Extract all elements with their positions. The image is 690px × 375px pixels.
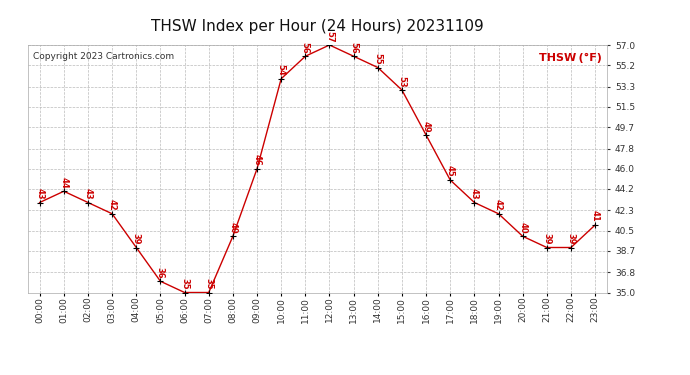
Text: 40: 40	[518, 222, 527, 234]
Text: THSW Index per Hour (24 Hours) 20231109: THSW Index per Hour (24 Hours) 20231109	[151, 19, 484, 34]
Text: Copyright 2023 Cartronics.com: Copyright 2023 Cartronics.com	[33, 53, 175, 62]
Text: 53: 53	[397, 76, 406, 87]
Text: 35: 35	[180, 278, 189, 290]
Text: 49: 49	[422, 121, 431, 132]
Text: 41: 41	[591, 210, 600, 222]
Text: 46: 46	[253, 154, 262, 166]
Text: 43: 43	[35, 188, 44, 200]
Text: 56: 56	[349, 42, 358, 54]
Text: 54: 54	[277, 64, 286, 76]
Text: 43: 43	[470, 188, 479, 200]
Text: 36: 36	[156, 267, 165, 279]
Text: 39: 39	[132, 233, 141, 245]
Text: 42: 42	[108, 199, 117, 211]
Text: 56: 56	[301, 42, 310, 54]
Text: 44: 44	[59, 177, 68, 189]
Text: 57: 57	[325, 31, 334, 42]
Text: 45: 45	[446, 165, 455, 177]
Text: 35: 35	[204, 278, 213, 290]
Text: 40: 40	[228, 222, 237, 234]
Text: 39: 39	[566, 233, 575, 245]
Text: 42: 42	[494, 199, 503, 211]
Text: THSW (°F): THSW (°F)	[538, 53, 602, 63]
Text: 39: 39	[542, 233, 551, 245]
Text: 43: 43	[83, 188, 92, 200]
Text: 55: 55	[373, 53, 382, 65]
